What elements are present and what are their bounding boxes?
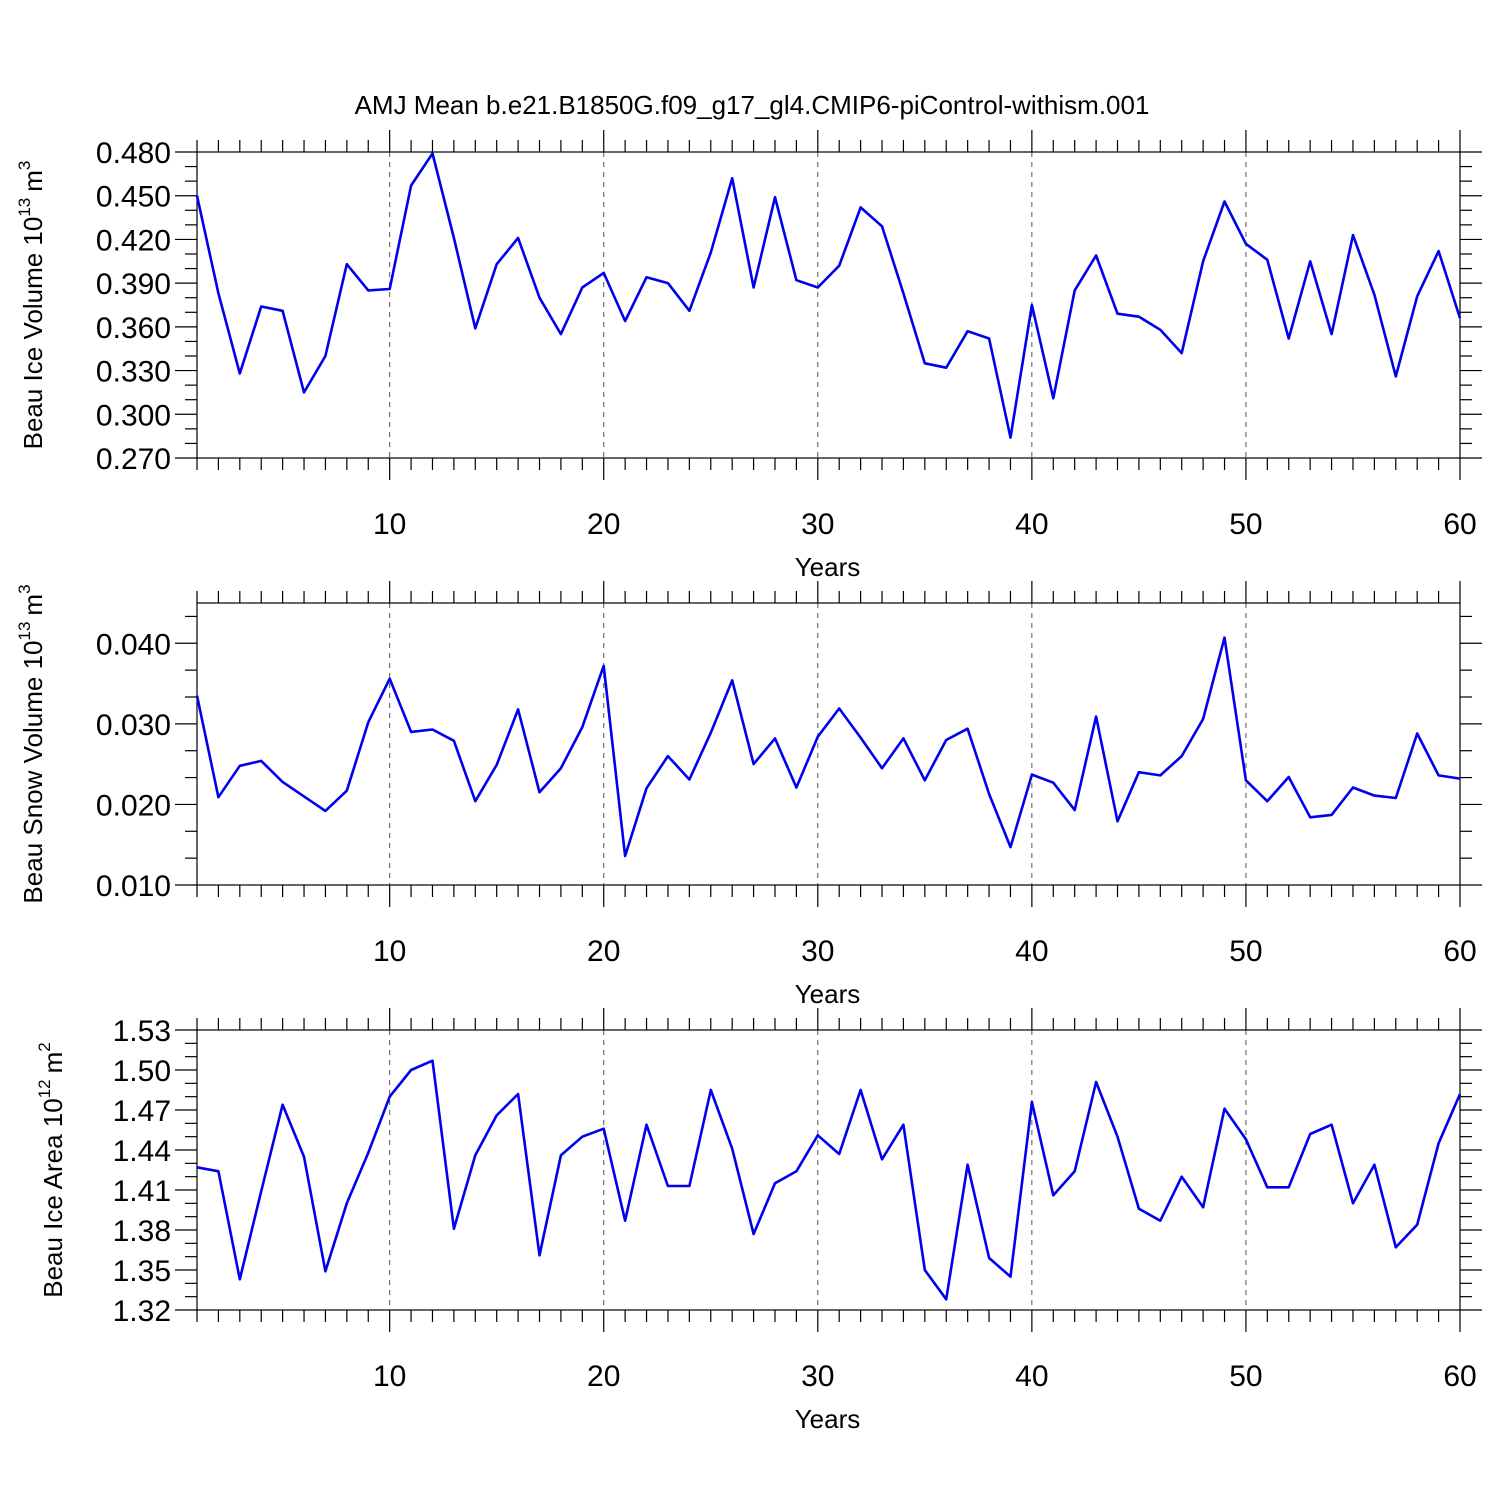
x-tick-label: 60 bbox=[1443, 1360, 1476, 1393]
y-tick-label: 1.32 bbox=[113, 1295, 171, 1328]
y-tick-label: 1.53 bbox=[113, 1015, 171, 1048]
x-tick-label: 10 bbox=[373, 508, 406, 541]
y-tick-label: 0.270 bbox=[96, 443, 171, 476]
y-tick-label: 1.50 bbox=[113, 1055, 171, 1088]
plot-frame bbox=[196, 1029, 1461, 1311]
panel-2: 10 20 30 40 50 60 Years 0.010 0.020 0.030 0.040 Bea… bbox=[15, 581, 1482, 1009]
series-line bbox=[195, 636, 1461, 858]
y-tick-label: 0.300 bbox=[96, 399, 171, 432]
x-tick-label: 30 bbox=[801, 935, 834, 968]
series-line bbox=[195, 152, 1462, 439]
x-tick-label: 30 bbox=[801, 1360, 834, 1393]
y-axis-title-unit-exponent: 3 bbox=[15, 584, 34, 593]
x-axis-title: Years bbox=[795, 1404, 861, 1434]
y-tick-label: 1.44 bbox=[113, 1135, 171, 1168]
chart-title: AMJ Mean b.e21.B1850G.f09_g17_gl4.CMIP6-… bbox=[355, 90, 1150, 120]
y-axis-title-unit: m bbox=[18, 594, 48, 616]
y-axis-title-text: Beau Ice Volume 10 bbox=[18, 217, 48, 450]
panel-1: 10 20 30 40 50 60 Years 0.270 0.300 0.330 0.360 0.3… bbox=[15, 130, 1482, 582]
x-tick-label: 30 bbox=[801, 508, 834, 541]
y-tick-label: 0.360 bbox=[96, 312, 171, 345]
x-tick-label: 50 bbox=[1229, 508, 1262, 541]
y-axis-title-exponent: 13 bbox=[15, 622, 34, 641]
y-axis-title-exponent: 13 bbox=[15, 198, 34, 217]
y-tick-label: 0.450 bbox=[96, 181, 171, 214]
y-tick-label: 0.390 bbox=[96, 268, 171, 301]
x-axis-title: Years bbox=[795, 552, 861, 582]
y-axis-title-unit-exponent: 3 bbox=[15, 161, 34, 170]
y-tick-label: 0.330 bbox=[96, 356, 171, 389]
y-axis-title: Beau Snow Volume 1013 m3 bbox=[15, 584, 48, 903]
x-tick-label: 60 bbox=[1443, 935, 1476, 968]
y-tick-label: 0.420 bbox=[96, 224, 171, 257]
plot-frame bbox=[196, 602, 1461, 886]
x-tick-label: 20 bbox=[587, 935, 620, 968]
y-tick-label: 0.030 bbox=[96, 709, 171, 742]
x-tick-label: 20 bbox=[587, 1360, 620, 1393]
x-tick-label: 20 bbox=[587, 508, 620, 541]
y-tick-label: 0.040 bbox=[96, 628, 171, 661]
y-tick-label: 1.47 bbox=[113, 1095, 171, 1128]
x-tick-label: 10 bbox=[373, 1360, 406, 1393]
y-tick-label: 1.41 bbox=[113, 1175, 171, 1208]
y-axis-title-unit: m bbox=[38, 1052, 68, 1074]
y-tick-label: 0.020 bbox=[96, 789, 171, 822]
x-tick-label: 50 bbox=[1229, 935, 1262, 968]
x-tick-label: 10 bbox=[373, 935, 406, 968]
plot-frame bbox=[196, 151, 1461, 459]
x-axis-title: Years bbox=[795, 979, 861, 1009]
y-axis-title-unit: m bbox=[18, 170, 48, 192]
x-tick-label: 40 bbox=[1015, 1360, 1048, 1393]
panel-3: 10 20 30 40 50 60 Years 1.32 1.35 1.38 1.41 1.44 1.4… bbox=[35, 1008, 1482, 1434]
y-axis-title: Beau Ice Volume 1013 m3 bbox=[15, 161, 48, 450]
x-tick-label: 40 bbox=[1015, 935, 1048, 968]
y-axis-title-exponent: 12 bbox=[35, 1079, 54, 1098]
x-tick-label: 60 bbox=[1443, 508, 1476, 541]
y-axis-title-unit-exponent: 2 bbox=[35, 1042, 54, 1051]
y-tick-label: 0.480 bbox=[96, 137, 171, 170]
x-tick-label: 40 bbox=[1015, 508, 1048, 541]
y-axis-title: Beau Ice Area 1012 m2 bbox=[35, 1042, 68, 1298]
y-tick-label: 1.38 bbox=[113, 1215, 171, 1248]
y-axis-title-text: Beau Ice Area 10 bbox=[38, 1098, 68, 1297]
x-tick-label: 50 bbox=[1229, 1360, 1262, 1393]
y-axis-title-text: Beau Snow Volume 10 bbox=[18, 640, 48, 903]
y-tick-label: 0.010 bbox=[96, 870, 171, 903]
series-line bbox=[196, 1059, 1462, 1301]
y-tick-label: 1.35 bbox=[113, 1255, 171, 1288]
